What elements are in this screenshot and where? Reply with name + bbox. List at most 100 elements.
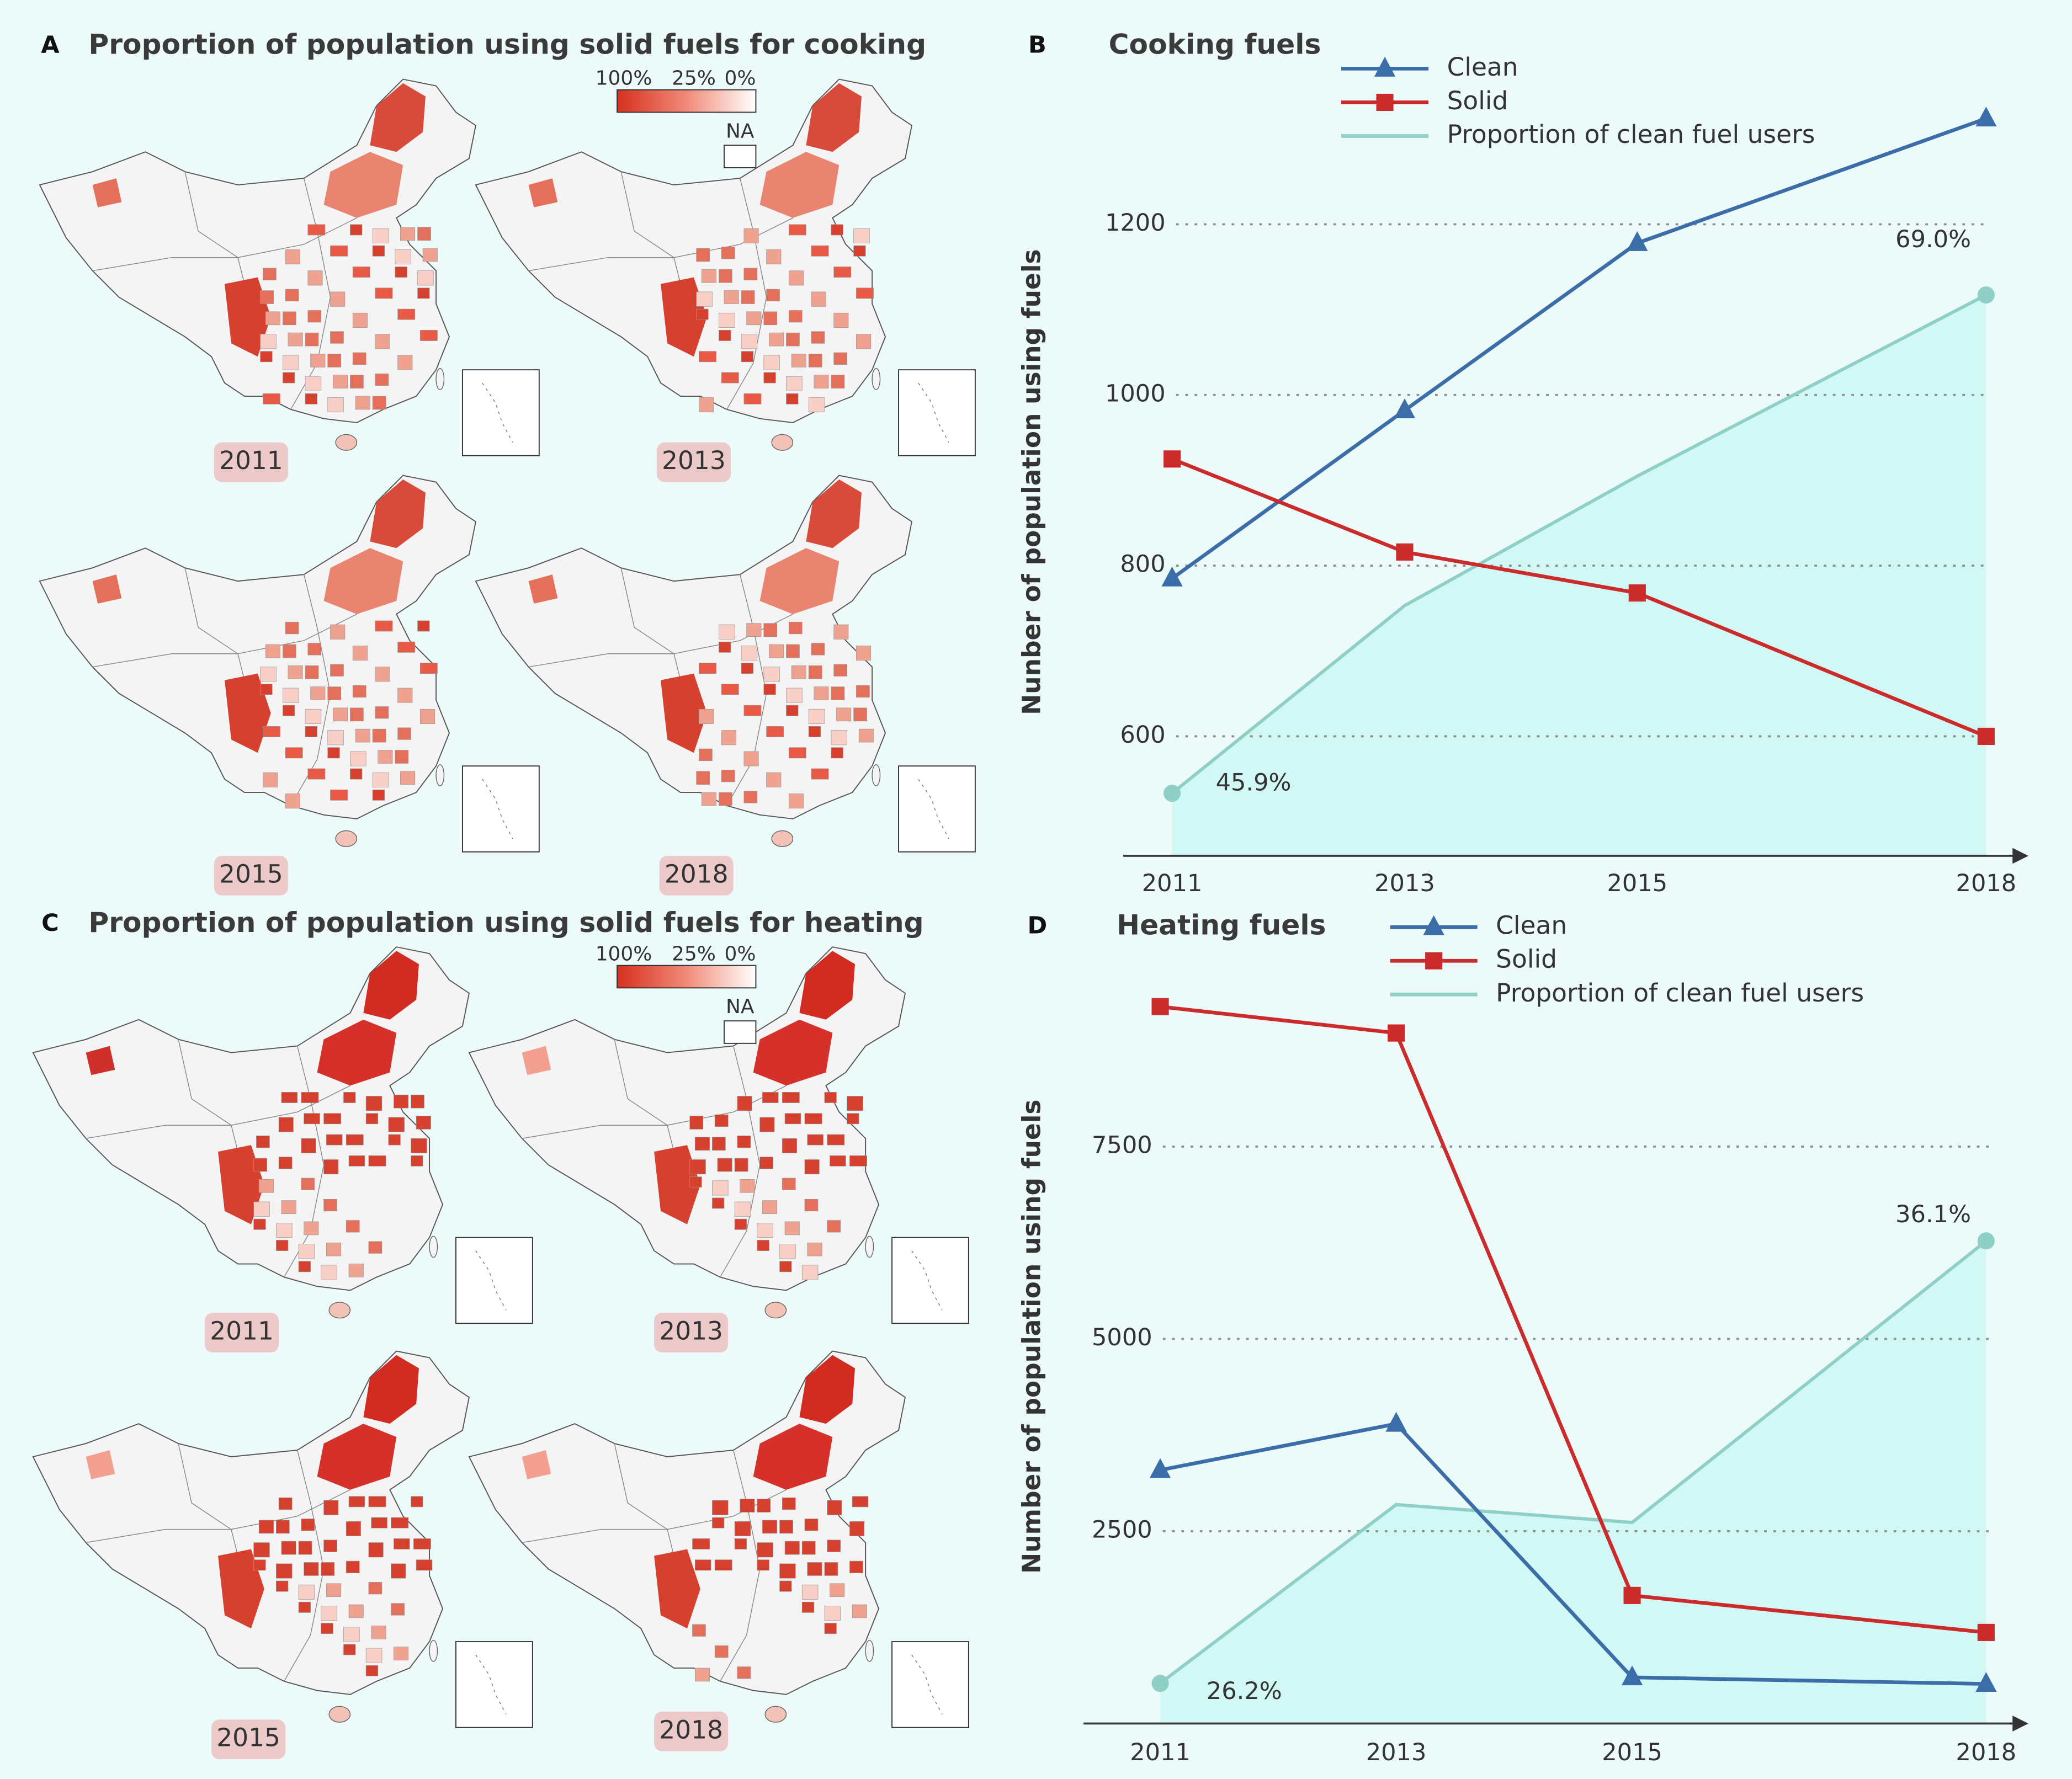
map-region bbox=[370, 479, 426, 548]
hainan bbox=[335, 830, 358, 847]
y-tick-label: 800 bbox=[1120, 551, 1165, 578]
legend-marker bbox=[1425, 952, 1443, 970]
taiwan bbox=[435, 368, 445, 390]
map-region bbox=[714, 1114, 729, 1127]
map-region bbox=[827, 1134, 845, 1146]
map-region bbox=[779, 1580, 792, 1592]
marker-triangle bbox=[1975, 106, 1997, 127]
map-region bbox=[321, 1562, 335, 1576]
panel-title: Proportion of population using solid fue… bbox=[88, 28, 926, 60]
map-region bbox=[654, 1549, 700, 1629]
map-region bbox=[371, 1517, 387, 1528]
map-region bbox=[411, 1094, 424, 1109]
map-region bbox=[365, 1113, 379, 1125]
map-region bbox=[721, 372, 739, 384]
map-region bbox=[830, 1583, 845, 1597]
map-region bbox=[849, 1560, 863, 1573]
map-region bbox=[265, 311, 280, 326]
map-region bbox=[784, 1113, 801, 1125]
marker-triangle bbox=[1394, 398, 1416, 419]
map-region bbox=[298, 1584, 315, 1600]
map-region bbox=[661, 277, 707, 357]
panel-letter: A bbox=[41, 31, 60, 58]
china-map bbox=[475, 78, 976, 456]
map-region bbox=[827, 1540, 841, 1552]
map-region bbox=[734, 1521, 751, 1536]
map-region bbox=[740, 1499, 755, 1512]
map-region bbox=[858, 728, 874, 743]
hainan bbox=[771, 830, 794, 847]
map-region bbox=[365, 1096, 382, 1111]
map-region bbox=[253, 1542, 270, 1558]
x-tick-label: 2015 bbox=[1602, 1739, 1662, 1766]
map-region bbox=[323, 152, 403, 218]
map-region bbox=[417, 270, 434, 286]
x-axis-arrow bbox=[2012, 1716, 2028, 1732]
map-region bbox=[225, 673, 271, 753]
map-region bbox=[368, 1542, 384, 1558]
map-region bbox=[814, 686, 829, 700]
legend-label: Proportion of clean fuel users bbox=[1447, 120, 1815, 149]
map-region bbox=[375, 334, 390, 349]
map-region bbox=[763, 684, 776, 695]
legend-label: Proportion of clean fuel users bbox=[1496, 978, 1864, 1008]
map-region bbox=[301, 1178, 315, 1190]
map-region bbox=[782, 1497, 796, 1510]
map-region bbox=[811, 768, 829, 780]
y-tick-label: 5000 bbox=[1092, 1324, 1152, 1351]
map-region bbox=[422, 248, 438, 262]
map-region bbox=[743, 751, 759, 766]
map-region bbox=[757, 1559, 769, 1571]
map-region bbox=[323, 1500, 339, 1515]
map-region bbox=[831, 224, 843, 236]
map-region bbox=[811, 291, 826, 307]
map-region bbox=[804, 1159, 820, 1175]
map-region bbox=[400, 771, 416, 785]
map-region bbox=[766, 726, 784, 737]
hainan bbox=[771, 434, 794, 451]
map-region bbox=[411, 1138, 427, 1153]
map-region bbox=[372, 772, 389, 787]
map-region bbox=[375, 706, 389, 719]
map-region bbox=[692, 1538, 710, 1549]
map-region bbox=[852, 1604, 867, 1618]
hainan bbox=[328, 1706, 351, 1723]
province-border bbox=[86, 1085, 350, 1139]
map-region bbox=[253, 1158, 267, 1172]
map-region bbox=[719, 792, 732, 806]
map-region bbox=[417, 227, 431, 241]
map-region bbox=[712, 1137, 726, 1151]
map-region bbox=[759, 548, 840, 614]
hainan bbox=[764, 1706, 787, 1723]
map-region bbox=[808, 665, 822, 679]
map-region bbox=[327, 686, 342, 700]
legend-marker bbox=[1374, 56, 1396, 77]
map-region bbox=[368, 1155, 386, 1167]
map-region bbox=[689, 1176, 702, 1188]
map-region bbox=[304, 1562, 319, 1576]
y-axis-label: Nunber of population using fuels bbox=[1017, 249, 1046, 715]
map-region bbox=[757, 1499, 771, 1512]
map-region bbox=[719, 330, 731, 341]
map-region bbox=[719, 624, 735, 640]
map-region bbox=[375, 373, 389, 386]
map-region bbox=[285, 621, 299, 635]
map-region bbox=[701, 269, 716, 283]
year-badge bbox=[214, 442, 288, 482]
map-region bbox=[737, 1666, 751, 1679]
legend-label: 25% bbox=[672, 942, 716, 965]
map-region bbox=[759, 1157, 773, 1169]
map-region bbox=[833, 352, 847, 365]
inset-islands bbox=[911, 1654, 943, 1715]
marker-circle bbox=[1163, 785, 1181, 802]
map-region bbox=[307, 643, 322, 656]
map-region bbox=[807, 1134, 824, 1146]
map-region bbox=[522, 1046, 551, 1075]
value-label: 45.9% bbox=[1216, 769, 1292, 796]
map-region bbox=[847, 1113, 859, 1125]
map-region bbox=[721, 730, 736, 745]
map-region bbox=[330, 664, 344, 677]
map-region bbox=[298, 1244, 315, 1259]
map-region bbox=[298, 1601, 311, 1613]
map-region bbox=[741, 334, 758, 349]
